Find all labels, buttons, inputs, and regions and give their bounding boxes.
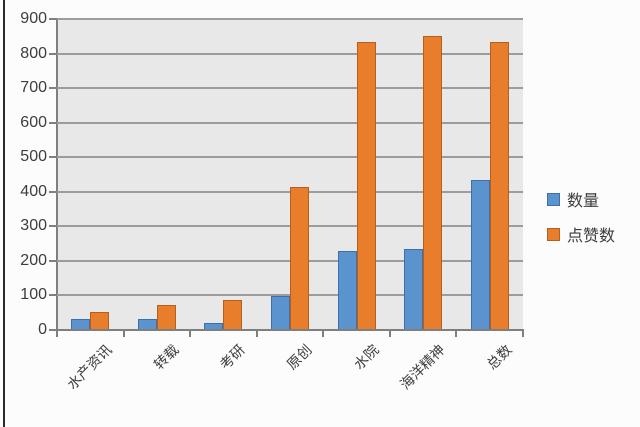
y-tick-300 bbox=[49, 225, 56, 228]
x-axis-tick-4 bbox=[322, 331, 325, 337]
x-axis-tick-3 bbox=[255, 331, 258, 337]
gridline-500 bbox=[57, 156, 523, 159]
bar-series1-cat1 bbox=[157, 305, 176, 330]
x-axis-tick-2 bbox=[189, 331, 192, 337]
y-tick-label-900: 900 bbox=[20, 10, 47, 27]
bar-series0-cat2 bbox=[204, 323, 223, 330]
x-axis-line bbox=[56, 329, 524, 331]
y-tick-0 bbox=[49, 329, 56, 331]
bar-series0-cat5 bbox=[404, 249, 423, 330]
bar-series1-cat0 bbox=[90, 312, 109, 330]
y-tick-600 bbox=[49, 121, 56, 124]
bar-series1-cat5 bbox=[423, 36, 442, 330]
y-tick-label-600: 600 bbox=[20, 113, 47, 131]
bar-series0-cat1 bbox=[138, 319, 157, 330]
legend: 数量 点赞数 bbox=[547, 187, 615, 257]
gridline-800 bbox=[57, 52, 523, 55]
y-tick-label-500: 500 bbox=[20, 148, 47, 166]
bar-series1-cat3 bbox=[290, 187, 309, 330]
legend-swatch-quantity-icon bbox=[547, 192, 560, 206]
x-axis-tick-6 bbox=[455, 331, 458, 337]
x-axis-tick-7 bbox=[522, 331, 524, 337]
y-tick-500 bbox=[49, 156, 56, 159]
y-tick-label-400: 400 bbox=[20, 182, 47, 200]
y-tick-label-200: 200 bbox=[20, 251, 47, 269]
bar-series0-cat3 bbox=[271, 296, 290, 330]
x-axis-tick-5 bbox=[388, 331, 391, 337]
bar-series0-cat0 bbox=[71, 319, 90, 330]
y-tick-label-300: 300 bbox=[20, 217, 47, 235]
y-tick-200 bbox=[49, 259, 56, 262]
legend-swatch-likes-icon bbox=[547, 227, 560, 241]
gridline-700 bbox=[57, 87, 523, 90]
gridline-600 bbox=[57, 121, 523, 124]
y-tick-700 bbox=[49, 87, 56, 90]
left-edge-line bbox=[3, 0, 5, 427]
legend-item-quantity: 数量 bbox=[547, 187, 615, 211]
y-tick-label-800: 800 bbox=[20, 44, 47, 62]
x-axis-tick-0 bbox=[56, 331, 58, 337]
gridline-900 bbox=[57, 18, 523, 20]
y-tick-400 bbox=[49, 190, 56, 193]
bar-series1-cat4 bbox=[357, 42, 376, 330]
legend-label-likes: 点赞数 bbox=[567, 228, 616, 245]
bar-series0-cat6 bbox=[471, 180, 490, 330]
y-tick-900 bbox=[49, 18, 56, 20]
y-tick-label-700: 700 bbox=[20, 79, 47, 97]
bar-series0-cat4 bbox=[338, 251, 357, 330]
y-tick-800 bbox=[49, 52, 56, 55]
x-axis-tick-1 bbox=[122, 331, 125, 337]
legend-label-quantity: 数量 bbox=[567, 193, 600, 210]
bar-series1-cat2 bbox=[223, 300, 242, 330]
y-axis-line bbox=[56, 18, 58, 331]
legend-item-likes: 点赞数 bbox=[547, 222, 615, 246]
y-tick-label-0: 0 bbox=[38, 321, 47, 338]
y-tick-100 bbox=[49, 294, 56, 297]
y-tick-label-100: 100 bbox=[20, 286, 47, 304]
bar-series1-cat6 bbox=[490, 42, 509, 330]
